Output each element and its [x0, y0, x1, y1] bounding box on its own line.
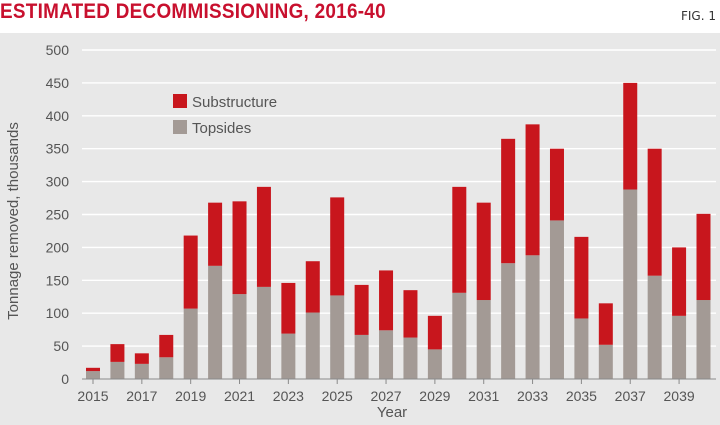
legend-label-substructure: Substructure — [192, 94, 277, 111]
bar-topsides-2036 — [598, 344, 613, 379]
bar-topsides-2018 — [159, 357, 174, 379]
x-tick-label: 2021 — [224, 388, 255, 404]
chart-panel: 0 50 100 150 200 250 300 350 400 450 500 2015 2017 2… — [0, 33, 720, 425]
bar-substructure-2020 — [208, 202, 223, 266]
bar-topsides-2027 — [379, 330, 394, 379]
y-tick-label: 50 — [53, 338, 69, 354]
chart-title: ESTIMATED DECOMMISSIONING, 2016-40 — [0, 0, 386, 23]
bar-topsides-2016 — [110, 361, 125, 379]
bar-topsides-2021 — [232, 294, 247, 379]
bar-substructure-2015 — [86, 367, 100, 372]
bar-substructure-2027 — [379, 270, 394, 331]
y-tick-label: 450 — [46, 75, 70, 91]
bar-substructure-2029 — [427, 315, 442, 350]
bar-substructure-2031 — [476, 202, 491, 301]
legend: Substructure Topsides — [173, 94, 277, 137]
bar-substructure-2040 — [696, 213, 711, 301]
x-tick-label: 2035 — [566, 388, 597, 404]
x-tick-label: 2029 — [419, 388, 450, 404]
bar-topsides-2037 — [623, 189, 638, 379]
figure-number: FIG. 1 — [680, 9, 716, 23]
bar-topsides-2025 — [330, 295, 345, 379]
bar-topsides-2034 — [549, 220, 564, 379]
bar-topsides-2038 — [647, 275, 662, 379]
y-tick-labels: 0 50 100 150 200 250 300 350 400 450 500 — [46, 42, 70, 387]
legend-swatch-topsides — [173, 120, 187, 134]
bar-topsides-2033 — [525, 255, 540, 379]
bar-topsides-2015 — [86, 371, 100, 379]
bar-substructure-2024 — [305, 261, 320, 313]
x-tick-label: 2023 — [273, 388, 304, 404]
bar-topsides-2022 — [256, 286, 271, 379]
bar-topsides-2023 — [281, 333, 296, 379]
y-tick-label: 250 — [46, 207, 70, 223]
x-tick-labels: 2015 2017 2019 2021 2023 2025 2027 2029 2031 2033… — [77, 379, 695, 404]
x-tick-label: 2019 — [175, 388, 206, 404]
y-tick-label: 150 — [46, 272, 70, 288]
y-tick-label: 0 — [61, 371, 69, 387]
bar-substructure-2018 — [159, 334, 174, 358]
bar-topsides-2030 — [452, 292, 467, 379]
bar-substructure-2038 — [647, 148, 662, 276]
y-tick-label: 100 — [46, 305, 70, 321]
bar-topsides-2026 — [354, 334, 369, 379]
bar-substructure-2022 — [256, 186, 271, 287]
x-tick-label: 2025 — [322, 388, 353, 404]
bar-substructure-2039 — [672, 247, 687, 316]
bar-substructure-2030 — [452, 186, 467, 293]
bars — [86, 82, 711, 379]
bar-topsides-2039 — [672, 315, 687, 379]
bar-topsides-2031 — [476, 300, 491, 379]
x-tick-label: 2031 — [468, 388, 499, 404]
bar-substructure-2034 — [549, 148, 564, 221]
bar-substructure-2035 — [574, 236, 589, 319]
bar-topsides-2040 — [696, 300, 711, 379]
x-axis-label: Year — [377, 404, 407, 421]
y-tick-label: 500 — [46, 42, 70, 58]
bar-substructure-2026 — [354, 284, 369, 335]
bar-substructure-2025 — [330, 197, 345, 296]
bar-substructure-2033 — [525, 124, 540, 256]
bar-substructure-2017 — [134, 353, 149, 364]
bar-substructure-2019 — [183, 235, 198, 309]
bar-topsides-2029 — [427, 349, 442, 379]
bar-topsides-2020 — [208, 265, 223, 379]
x-tick-label: 2033 — [517, 388, 548, 404]
bar-substructure-2037 — [623, 82, 638, 190]
bar-topsides-2028 — [403, 337, 418, 379]
bar-topsides-2024 — [305, 312, 320, 379]
x-tick-label: 2015 — [77, 388, 108, 404]
y-axis-label: Tonnage removed, thousands — [5, 122, 22, 320]
y-tick-label: 400 — [46, 108, 70, 124]
y-tick-label: 300 — [46, 174, 70, 190]
y-tick-label: 350 — [46, 141, 70, 157]
bar-substructure-2028 — [403, 290, 418, 338]
bar-substructure-2032 — [501, 138, 516, 264]
bar-substructure-2036 — [598, 303, 613, 345]
x-tick-label: 2027 — [370, 388, 401, 404]
x-tick-label: 2037 — [615, 388, 646, 404]
bar-substructure-2021 — [232, 201, 247, 295]
bar-topsides-2032 — [501, 263, 516, 379]
x-tick-label: 2039 — [664, 388, 695, 404]
bar-topsides-2019 — [183, 308, 198, 379]
y-tick-label: 200 — [46, 239, 70, 255]
x-tick-label: 2017 — [126, 388, 157, 404]
bar-topsides-2035 — [574, 318, 589, 379]
bar-topsides-2017 — [134, 363, 149, 379]
legend-label-topsides: Topsides — [192, 120, 251, 137]
bar-substructure-2016 — [110, 344, 125, 362]
legend-swatch-substructure — [173, 94, 187, 108]
bar-substructure-2023 — [281, 282, 296, 334]
